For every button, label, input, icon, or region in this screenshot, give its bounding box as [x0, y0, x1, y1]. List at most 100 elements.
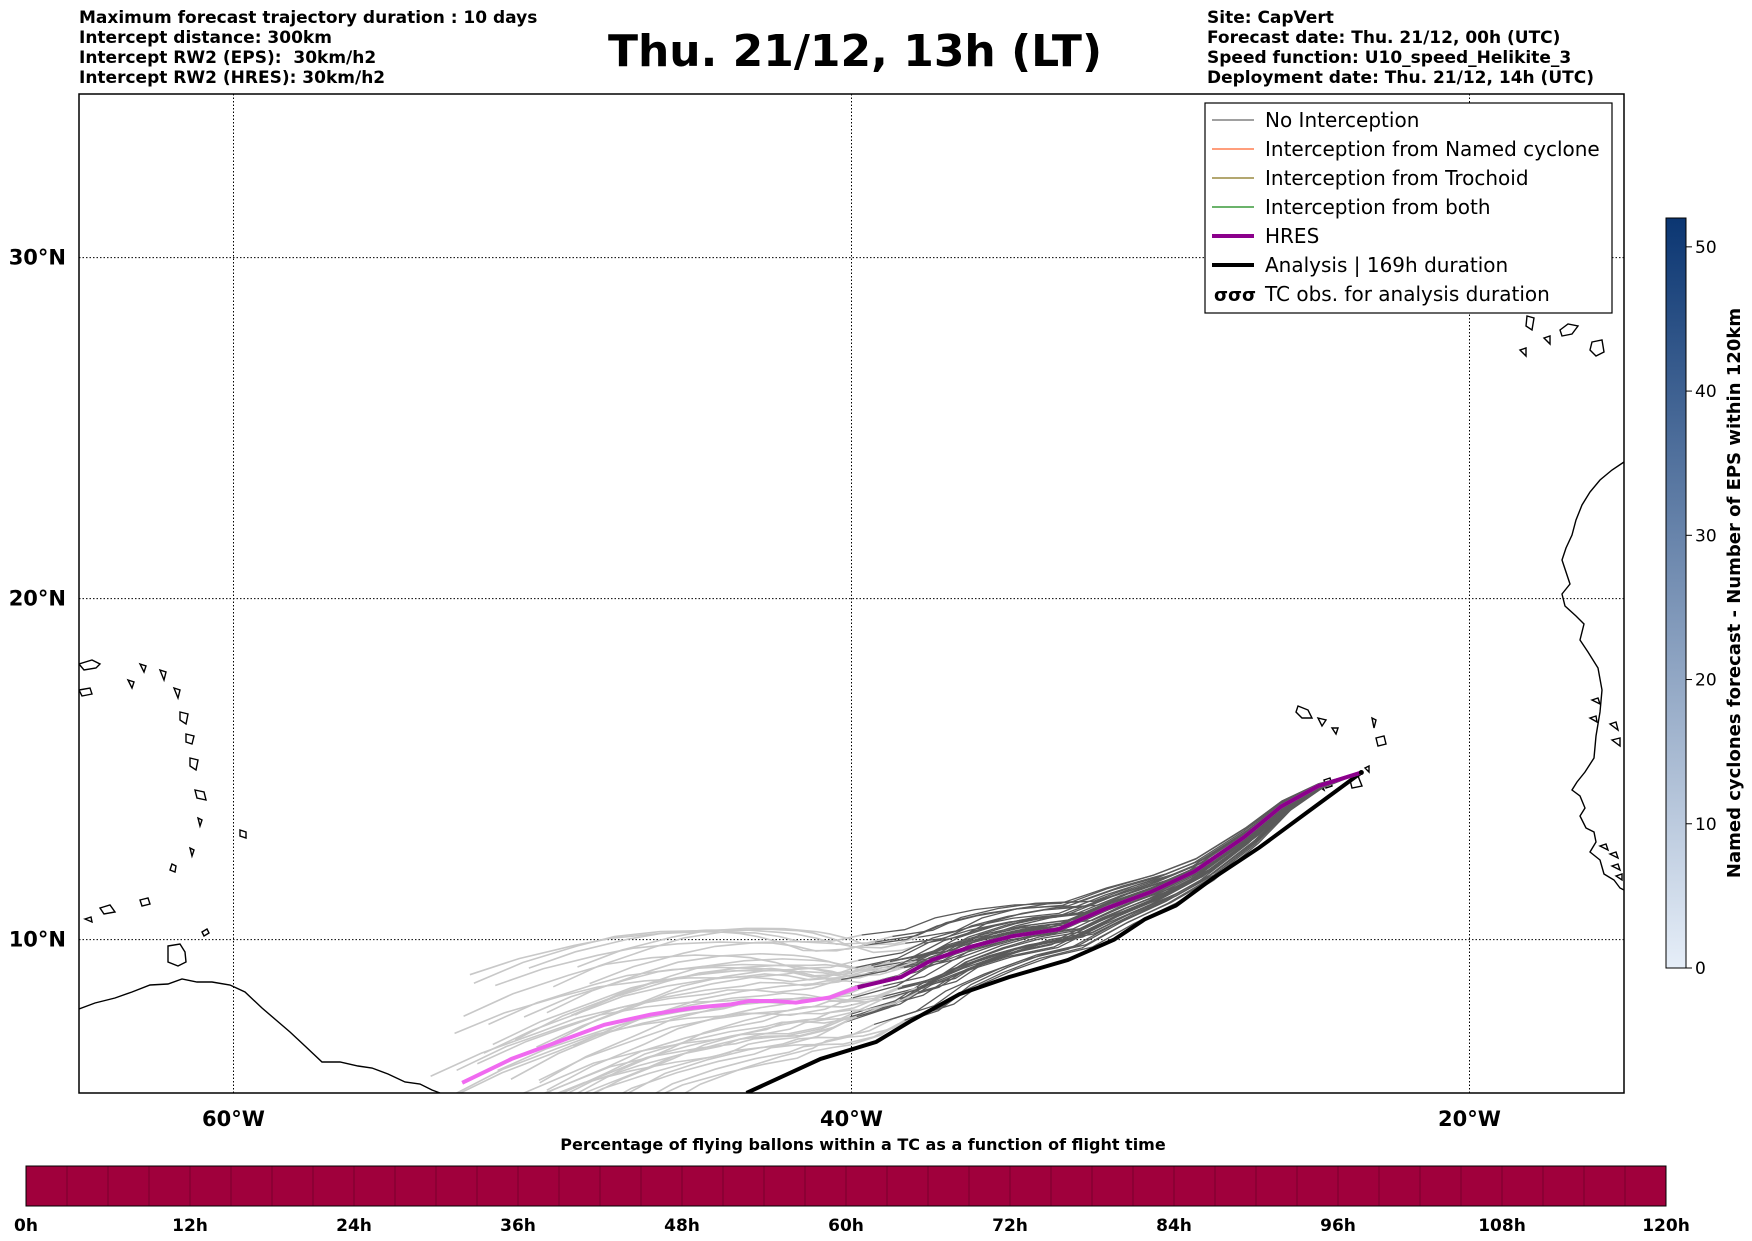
- colorbar-bottom-bar: [25, 1165, 1667, 1207]
- africa-coast: [1561, 461, 1624, 891]
- colorbar-right: 0 10 20 30 40 50 Named cyclones forecast - Nu…: [1665, 217, 1745, 979]
- ensemble-track-early: [538, 988, 899, 1082]
- ensemble-track-early: [574, 958, 917, 1016]
- colorbar-bottom-label: Percentage of flying ballons within a TC…: [560, 1135, 1166, 1154]
- legend-label: Interception from both: [1265, 195, 1491, 219]
- colorbar-bottom-tick-label: 24h: [336, 1216, 372, 1236]
- ensemble-track-late: [858, 771, 1362, 962]
- ensemble-track-late: [917, 771, 1362, 993]
- hres-track: [857, 770, 1362, 990]
- colorbar-right-tick-label: 40: [1695, 382, 1717, 402]
- ensemble-track-early: [546, 985, 903, 1091]
- colorbar-bottom-tick-label: 120h: [1642, 1216, 1690, 1236]
- ensemble-track-early: [593, 991, 919, 1093]
- lat-tick-label: 20°N: [9, 587, 66, 611]
- ensemble-track-early: [523, 960, 891, 1018]
- ensemble-track-early: [494, 941, 876, 987]
- site-parameters: Site: CapVert Forecast date: Thu. 21/12,…: [1207, 8, 1594, 88]
- tobago-coast: [201, 928, 210, 937]
- canary-islands: [1518, 315, 1605, 358]
- colorbar-right-tick-label: 0: [1695, 959, 1706, 979]
- colorbar-right-gradient: [1665, 217, 1687, 969]
- intercept-distance-text: Intercept distance: 300km: [79, 28, 332, 48]
- legend-label: Interception from Named cyclone: [1265, 137, 1600, 161]
- colorbar-right-tick-label: 30: [1695, 526, 1717, 546]
- ensemble-trajectories: [430, 771, 1362, 1093]
- lon-tick-label: 60°W: [202, 1107, 265, 1131]
- ensemble-track-early: [556, 1021, 846, 1093]
- analysis-track: [745, 770, 1363, 1093]
- ensemble-track-late: [841, 771, 1362, 981]
- axis-labels: 30°N 20°N 10°N 60°W 40°W 20°W: [9, 246, 1501, 1131]
- max-duration-text: Maximum forecast trajectory duration : 1…: [79, 8, 538, 28]
- intercept-eps-text: Intercept RW2 (EPS): 30km/h2: [79, 48, 377, 68]
- lat-tick-label: 30°N: [9, 246, 66, 270]
- puerto-rico-coast: [79, 659, 102, 697]
- aruba-curacao: [83, 897, 151, 924]
- ensemble-track-early: [683, 1015, 916, 1093]
- ensemble-track-early: [626, 1017, 895, 1093]
- lon-tick-label: 20°W: [1438, 1107, 1501, 1131]
- intercept-hres-text: Intercept RW2 (HRES): 30km/h2: [79, 68, 386, 88]
- bissagos-islands: [1588, 697, 1623, 882]
- ensemble-track-early: [455, 996, 854, 1093]
- lon-tick-label: 40°W: [820, 1107, 883, 1131]
- site-text: Site: CapVert: [1207, 8, 1334, 28]
- legend-label: No Interception: [1265, 108, 1419, 132]
- colorbar-bottom: Percentage of flying ballons within a TC…: [14, 1135, 1690, 1236]
- colorbar-right-label: Named cyclones forecast - Number of EPS …: [1724, 308, 1745, 878]
- legend-label: HRES: [1265, 224, 1319, 248]
- colorbar-bottom-tick-label: 96h: [1320, 1216, 1356, 1236]
- trinidad-coast: [167, 943, 187, 967]
- release-point: [1358, 770, 1364, 776]
- colorbar-right-tick-label: 10: [1695, 815, 1717, 835]
- ensemble-track-late: [861, 771, 1362, 936]
- colorbar-bottom-tick-label: 36h: [500, 1216, 536, 1236]
- ensemble-track-early: [663, 1019, 905, 1093]
- colorbar-bottom-tick-label: 60h: [828, 1216, 864, 1236]
- legend-label: Analysis | 169h duration: [1265, 253, 1508, 277]
- ensemble-track-early: [545, 996, 881, 1093]
- legend-label: TC obs. for analysis duration: [1264, 282, 1550, 306]
- colorbar-bottom-tick-label: 84h: [1156, 1216, 1192, 1236]
- ensemble-track-early: [591, 1015, 858, 1093]
- deployment-date-text: Deployment date: Thu. 21/12, 14h (UTC): [1207, 68, 1594, 88]
- ensemble-track-early: [477, 972, 866, 1065]
- legend-tc-obs-symbol: σσσ: [1214, 285, 1256, 306]
- ensemble-track-late: [856, 771, 1362, 1018]
- ensemble-track-early: [454, 967, 854, 1035]
- coastlines: [79, 315, 1624, 1093]
- legend: No Interception Interception from Named c…: [1204, 102, 1613, 314]
- colorbar-right-tick-label: 20: [1695, 671, 1717, 691]
- map-frame: [78, 93, 1625, 1094]
- forecast-parameters: Maximum forecast trajectory duration : 1…: [79, 8, 537, 88]
- ensemble-track-early: [430, 978, 842, 1078]
- legend-box: [1204, 102, 1613, 314]
- map-title: Thu. 21/12, 13h (LT): [607, 26, 1103, 77]
- ensemble-track-early: [463, 954, 859, 1017]
- south-america-coast: [79, 978, 441, 1093]
- ensemble-track-early: [566, 1015, 851, 1093]
- ensemble-track-early: [654, 1023, 899, 1093]
- ensemble-track-early: [560, 1005, 883, 1093]
- colorbar-bottom-tick-label: 0h: [14, 1216, 38, 1236]
- lesser-antilles: [126, 662, 247, 873]
- lat-tick-label: 10°N: [9, 928, 66, 952]
- legend-label: Interception from Trochoid: [1265, 166, 1529, 190]
- ensemble-track-early: [528, 929, 893, 969]
- speed-function-text: Speed function: U10_speed_Helikite_3: [1207, 48, 1572, 68]
- ensemble-track-late: [882, 771, 1362, 1000]
- forecast-date-text: Forecast date: Thu. 21/12, 00h (UTC): [1207, 28, 1561, 48]
- ensemble-track-early: [492, 966, 874, 1046]
- colorbar-bottom-tick-label: 48h: [664, 1216, 700, 1236]
- ensemble-track-early: [556, 998, 883, 1093]
- colorbar-bottom-tick-label: 72h: [992, 1216, 1028, 1236]
- ensemble-track-early: [521, 1013, 852, 1093]
- colorbar-bottom-tick-label: 108h: [1478, 1216, 1526, 1236]
- main-tracks: [461, 770, 1364, 1093]
- ensemble-track-early: [570, 957, 915, 1017]
- colorbar-right-tick-label: 50: [1695, 238, 1717, 258]
- ensemble-track-early: [552, 928, 906, 988]
- colorbar-bottom-tick-label: 12h: [172, 1216, 208, 1236]
